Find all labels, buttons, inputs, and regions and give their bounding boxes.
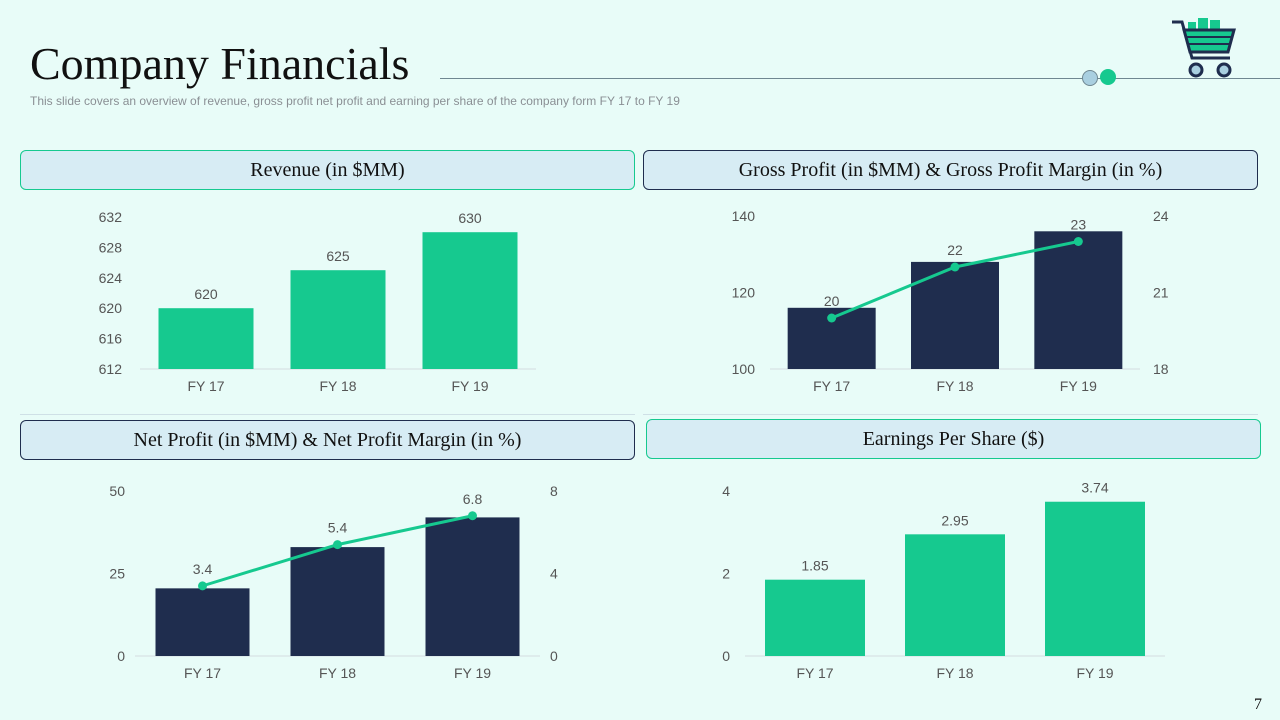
panel-separator-right <box>643 414 1258 415</box>
line-point <box>468 511 477 521</box>
data-label: 23 <box>1071 217 1087 233</box>
y-tick-label: 628 <box>99 239 123 255</box>
bar <box>905 534 1005 656</box>
y-tick-label: 120 <box>732 285 756 301</box>
bar <box>425 517 520 656</box>
data-label: 3.4 <box>193 561 213 577</box>
bar <box>158 308 254 369</box>
bar <box>422 232 518 369</box>
line-point <box>950 262 960 272</box>
bar <box>155 588 250 656</box>
eps-panel-title: Earnings Per Share ($) <box>646 419 1261 459</box>
y-tick-label: 624 <box>99 270 123 286</box>
x-tick-label: FY 18 <box>319 665 356 681</box>
decorative-dot-green <box>1100 69 1116 85</box>
line-point <box>198 581 207 591</box>
decorative-dot-blue <box>1082 70 1098 86</box>
x-tick-label: FY 19 <box>1060 378 1097 394</box>
y-tick-label: 140 <box>732 208 756 224</box>
revenue-panel-title: Revenue (in $MM) <box>20 150 635 190</box>
data-label: 22 <box>947 242 963 258</box>
x-tick-label: FY 19 <box>451 378 488 394</box>
data-label: 3.74 <box>1081 480 1108 496</box>
y-tick-label: 620 <box>99 300 123 316</box>
x-tick-label: FY 18 <box>936 378 973 394</box>
x-tick-label: FY 18 <box>319 378 356 394</box>
y-tick-label: 616 <box>99 331 123 347</box>
bar <box>290 547 385 656</box>
data-label: 6.8 <box>463 491 483 507</box>
bar <box>1034 231 1123 369</box>
x-tick-label: FY 17 <box>184 665 221 681</box>
y-tick-label: 0 <box>117 648 125 664</box>
data-label: 2.95 <box>941 512 968 528</box>
y-tick-label: 25 <box>109 566 125 582</box>
data-label: 1.85 <box>801 558 828 574</box>
data-label: 625 <box>326 248 350 264</box>
x-tick-label: FY 17 <box>796 665 833 681</box>
gross-profit-panel-title: Gross Profit (in $MM) & Gross Profit Mar… <box>643 150 1258 190</box>
data-label: 620 <box>194 286 218 302</box>
title-divider <box>440 78 1280 79</box>
y-tick-label: 100 <box>732 361 756 377</box>
page-number: 7 <box>1254 696 1262 713</box>
shopping-cart-icon <box>1172 18 1236 78</box>
y2-tick-label: 18 <box>1153 361 1169 377</box>
bar <box>1045 501 1145 656</box>
bar <box>765 579 865 656</box>
page-title: Company Financials <box>30 38 410 89</box>
y-tick-label: 2 <box>722 566 730 582</box>
y-tick-label: 4 <box>722 483 730 499</box>
y-tick-label: 632 <box>99 209 123 225</box>
net-profit-panel-title: Net Profit (in $MM) & Net Profit Margin … <box>20 420 635 460</box>
y-tick-label: 0 <box>722 648 730 664</box>
x-tick-label: FY 18 <box>936 665 973 681</box>
data-label: 5.4 <box>328 520 348 536</box>
panel-separator-left <box>20 414 635 415</box>
line-point <box>333 540 342 550</box>
line-point <box>1073 237 1083 246</box>
data-label: 20 <box>824 293 840 309</box>
bar <box>290 270 386 369</box>
y2-tick-label: 21 <box>1153 285 1169 301</box>
y-tick-label: 50 <box>109 483 125 499</box>
y2-tick-label: 8 <box>550 483 558 499</box>
x-tick-label: FY 19 <box>454 665 491 681</box>
line-point <box>827 313 837 323</box>
y2-tick-label: 4 <box>550 566 558 582</box>
y2-tick-label: 24 <box>1153 208 1169 224</box>
data-label: 630 <box>458 210 482 226</box>
page-subtitle: This slide covers an overview of revenue… <box>30 94 680 108</box>
x-tick-label: FY 19 <box>1076 665 1113 681</box>
x-tick-label: FY 17 <box>813 378 850 394</box>
y2-tick-label: 0 <box>550 648 558 664</box>
y-tick-label: 612 <box>99 361 123 377</box>
x-tick-label: FY 17 <box>187 378 224 394</box>
